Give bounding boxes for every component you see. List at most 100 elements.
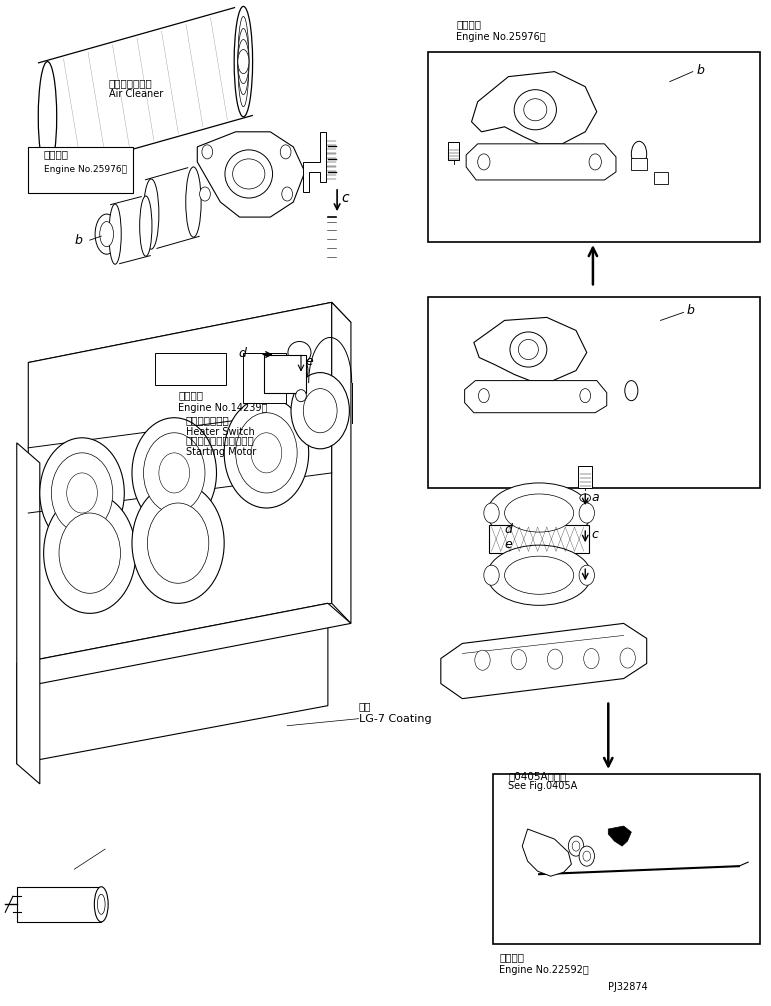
Circle shape [66, 473, 97, 513]
Circle shape [224, 397, 308, 508]
Circle shape [579, 846, 594, 866]
Ellipse shape [95, 214, 118, 255]
Text: b: b [74, 234, 82, 247]
FancyBboxPatch shape [17, 887, 101, 923]
Circle shape [572, 841, 580, 851]
FancyBboxPatch shape [578, 466, 592, 488]
Ellipse shape [504, 494, 574, 532]
Ellipse shape [518, 339, 538, 359]
Circle shape [40, 438, 124, 548]
Polygon shape [332, 303, 351, 624]
Circle shape [484, 565, 499, 585]
Circle shape [280, 145, 291, 159]
Polygon shape [302, 132, 325, 192]
Ellipse shape [294, 358, 308, 383]
Polygon shape [608, 826, 631, 846]
Circle shape [251, 433, 281, 473]
Text: 適用号機: 適用号機 [456, 19, 481, 29]
Ellipse shape [487, 545, 591, 606]
Text: e: e [305, 354, 313, 367]
Text: Engine No.25976～: Engine No.25976～ [44, 165, 126, 174]
Text: Starting Motor: Starting Motor [186, 447, 256, 457]
Circle shape [52, 453, 113, 533]
Polygon shape [466, 144, 616, 180]
Text: b: b [697, 63, 705, 76]
Text: b: b [687, 305, 695, 318]
Ellipse shape [233, 159, 265, 189]
Circle shape [200, 187, 210, 201]
Text: 適用号機: 適用号機 [44, 149, 69, 159]
Circle shape [291, 372, 349, 449]
Circle shape [511, 650, 527, 670]
Polygon shape [29, 303, 332, 664]
Polygon shape [441, 624, 647, 698]
Text: e: e [504, 538, 512, 551]
Ellipse shape [514, 90, 557, 130]
Circle shape [143, 433, 205, 513]
Ellipse shape [225, 150, 273, 198]
Circle shape [44, 493, 136, 614]
Circle shape [580, 388, 591, 402]
Polygon shape [474, 318, 587, 380]
Polygon shape [522, 829, 571, 876]
Text: PJ32874: PJ32874 [608, 982, 648, 992]
Circle shape [202, 145, 213, 159]
Circle shape [584, 649, 599, 669]
Ellipse shape [109, 204, 121, 265]
FancyBboxPatch shape [631, 158, 648, 170]
Circle shape [132, 483, 224, 604]
Ellipse shape [237, 39, 249, 83]
Ellipse shape [295, 389, 306, 401]
FancyBboxPatch shape [493, 774, 760, 945]
Text: a: a [591, 491, 599, 504]
Polygon shape [465, 380, 607, 412]
FancyBboxPatch shape [155, 352, 226, 384]
Circle shape [281, 187, 292, 201]
Ellipse shape [186, 167, 201, 237]
Circle shape [484, 503, 499, 523]
Ellipse shape [97, 894, 105, 914]
Ellipse shape [99, 221, 113, 246]
Circle shape [547, 649, 563, 669]
Circle shape [59, 513, 120, 594]
Ellipse shape [510, 332, 547, 367]
FancyBboxPatch shape [264, 354, 306, 392]
FancyBboxPatch shape [655, 172, 668, 184]
FancyBboxPatch shape [428, 51, 760, 242]
Text: エアークリーナ: エアークリーナ [109, 78, 153, 89]
Polygon shape [17, 443, 40, 784]
Circle shape [475, 650, 490, 670]
Polygon shape [29, 303, 351, 382]
Ellipse shape [288, 341, 311, 363]
Text: d: d [504, 523, 513, 536]
Circle shape [583, 851, 591, 861]
Circle shape [620, 648, 635, 668]
Ellipse shape [237, 16, 249, 107]
Circle shape [159, 453, 190, 493]
Ellipse shape [143, 179, 159, 249]
Circle shape [132, 417, 217, 528]
Polygon shape [197, 132, 305, 217]
Polygon shape [17, 604, 351, 684]
Text: Heater Switch: Heater Switch [186, 427, 254, 437]
Polygon shape [472, 71, 597, 144]
Text: 適用号機: 適用号機 [178, 390, 203, 400]
Circle shape [579, 565, 594, 585]
FancyBboxPatch shape [449, 142, 460, 160]
FancyBboxPatch shape [490, 525, 589, 553]
Text: c: c [591, 528, 598, 541]
Text: LG-7 Coating: LG-7 Coating [359, 713, 431, 723]
FancyBboxPatch shape [29, 147, 133, 193]
Text: Engine No.25976～: Engine No.25976～ [456, 31, 546, 41]
Text: c: c [342, 191, 349, 205]
Circle shape [568, 836, 584, 856]
Text: See Fig.0405A: See Fig.0405A [508, 781, 577, 791]
Ellipse shape [237, 28, 249, 95]
Circle shape [303, 388, 337, 433]
Ellipse shape [237, 49, 249, 73]
Text: Air Cleaner: Air Cleaner [109, 89, 163, 99]
FancyBboxPatch shape [428, 298, 760, 488]
Ellipse shape [39, 61, 57, 172]
Text: 適用号機: 適用号機 [499, 953, 524, 963]
Circle shape [479, 388, 490, 402]
